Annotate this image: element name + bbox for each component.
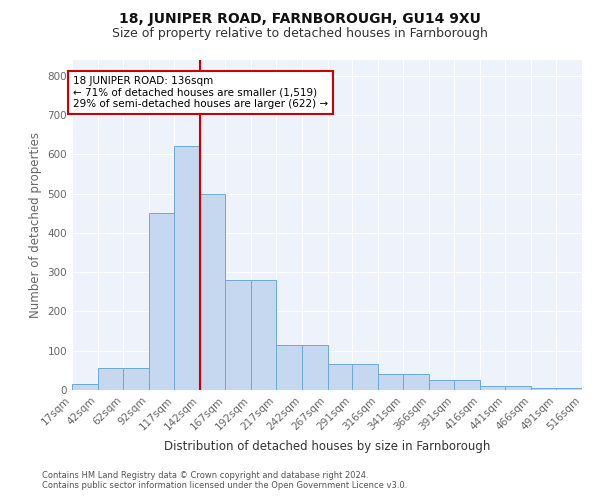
Bar [174,146,200,390]
Bar [403,374,428,390]
Text: Contains public sector information licensed under the Open Government Licence v3: Contains public sector information licen… [42,480,407,490]
Bar [352,364,377,390]
Text: 18, JUNIPER ROAD, FARNBOROUGH, GU14 9XU: 18, JUNIPER ROAD, FARNBOROUGH, GU14 9XU [119,12,481,26]
Bar [556,388,582,390]
Bar [277,345,302,390]
Bar [72,384,98,390]
Y-axis label: Number of detached properties: Number of detached properties [29,132,42,318]
Bar [123,368,149,390]
Bar [98,368,123,390]
Bar [505,386,531,390]
Bar [480,386,505,390]
Bar [302,345,328,390]
Bar [377,374,403,390]
Bar [328,364,352,390]
X-axis label: Distribution of detached houses by size in Farnborough: Distribution of detached houses by size … [164,440,490,453]
Bar [149,213,174,390]
Bar [531,388,556,390]
Text: 18 JUNIPER ROAD: 136sqm
← 71% of detached houses are smaller (1,519)
29% of semi: 18 JUNIPER ROAD: 136sqm ← 71% of detache… [73,76,328,109]
Bar [428,380,454,390]
Bar [226,280,251,390]
Bar [200,194,226,390]
Bar [251,280,277,390]
Text: Contains HM Land Registry data © Crown copyright and database right 2024.: Contains HM Land Registry data © Crown c… [42,470,368,480]
Bar [454,380,480,390]
Text: Size of property relative to detached houses in Farnborough: Size of property relative to detached ho… [112,28,488,40]
